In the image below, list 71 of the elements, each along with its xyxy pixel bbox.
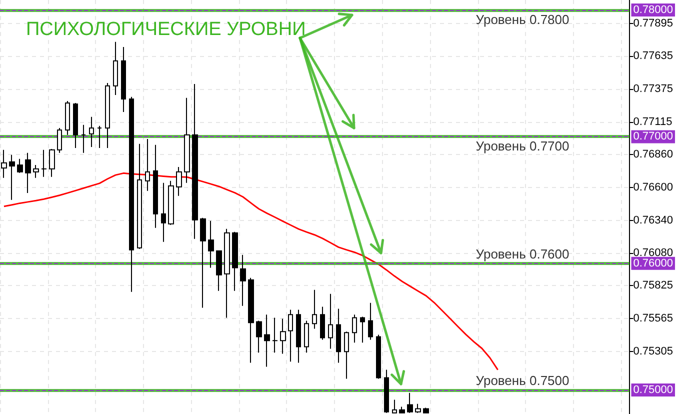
- ref-line-label: 0.75000: [633, 384, 674, 396]
- candlestick: [153, 144, 158, 228]
- ref-line-label: Уровень 0.7700: [476, 138, 570, 154]
- candlestick: [384, 369, 389, 414]
- y-tick-label: 0.77635: [633, 50, 674, 62]
- ref-line-label: 0.78000: [633, 4, 674, 16]
- candlestick: [256, 320, 262, 354]
- candlestick: [368, 302, 373, 340]
- candlestick: [105, 82, 110, 148]
- candlestick: [280, 318, 286, 354]
- candlestick: [360, 316, 365, 344]
- candlestick: [232, 231, 238, 292]
- candlestick: [41, 149, 47, 178]
- candlestick: [33, 164, 39, 178]
- candlestick: [399, 406, 405, 414]
- y-tick-label: 0.76340: [633, 214, 674, 226]
- candlestick: [81, 124, 86, 154]
- candlestick: [407, 392, 413, 414]
- y-tick-label: 0.75565: [633, 312, 674, 324]
- candlestick: [17, 158, 23, 174]
- candlestick: [89, 116, 94, 148]
- y-tick-label: 0.76080: [633, 247, 674, 260]
- candlestick: [248, 277, 254, 364]
- candlestick: [137, 143, 142, 250]
- annotation: ПСИХОЛОГИЧЕСКИЕ УРОВНИ: [26, 19, 306, 40]
- candlestick: [336, 308, 341, 364]
- candlestick: [264, 314, 270, 368]
- candlestick: [25, 152, 31, 194]
- candlestick: [121, 46, 126, 112]
- candlestick: [240, 254, 246, 306]
- candlestick: [65, 100, 70, 136]
- candlestick: [192, 83, 198, 240]
- candlestick: [208, 220, 214, 268]
- ref-line-label: Уровень 0.7500: [476, 373, 570, 388]
- candlestick: [145, 138, 150, 192]
- y-tick-label: 0.77115: [633, 116, 672, 128]
- candlestick: [129, 96, 134, 292]
- candlestick: [376, 334, 381, 380]
- candlestick: [49, 148, 55, 178]
- candlestick: [344, 331, 349, 380]
- y-tick-label: 0.77895: [633, 17, 674, 30]
- y-tick-label: 0.75305: [633, 345, 674, 358]
- candlestick: [320, 306, 325, 340]
- ref-line-label: Уровень 0.7600: [476, 246, 570, 262]
- candlestick: [97, 125, 102, 148]
- candlestick: [423, 407, 429, 414]
- candlestick: [304, 320, 309, 354]
- candlestick: [9, 154, 15, 200]
- candlestick: [161, 182, 166, 242]
- candlestick: [312, 289, 317, 330]
- candlestick: [288, 309, 293, 362]
- ref-line-label: 0.77000: [633, 130, 674, 143]
- candlestick: [224, 228, 230, 318]
- ref-line-label: Уровень 0.7800: [476, 12, 570, 28]
- candlestick: [296, 309, 301, 364]
- y-tick-label: 0.76860: [633, 148, 674, 160]
- y-tick-label: 0.75825: [633, 280, 674, 292]
- candlestick: [168, 180, 174, 226]
- y-tick-label: 0.77375: [633, 83, 674, 96]
- candlestick: [328, 293, 333, 350]
- candlestick: [113, 41, 118, 96]
- candlestick: [184, 97, 190, 184]
- candlestick: [216, 250, 222, 292]
- candlestick: [176, 166, 182, 196]
- candlestick: [352, 314, 357, 344]
- candlestick: [57, 127, 62, 154]
- candlestick: [200, 217, 206, 308]
- candlestick: [73, 102, 78, 148]
- candlestick: [272, 317, 278, 354]
- y-tick-label: 0.76600: [633, 181, 674, 194]
- ref-line-label: 0.76000: [633, 257, 674, 270]
